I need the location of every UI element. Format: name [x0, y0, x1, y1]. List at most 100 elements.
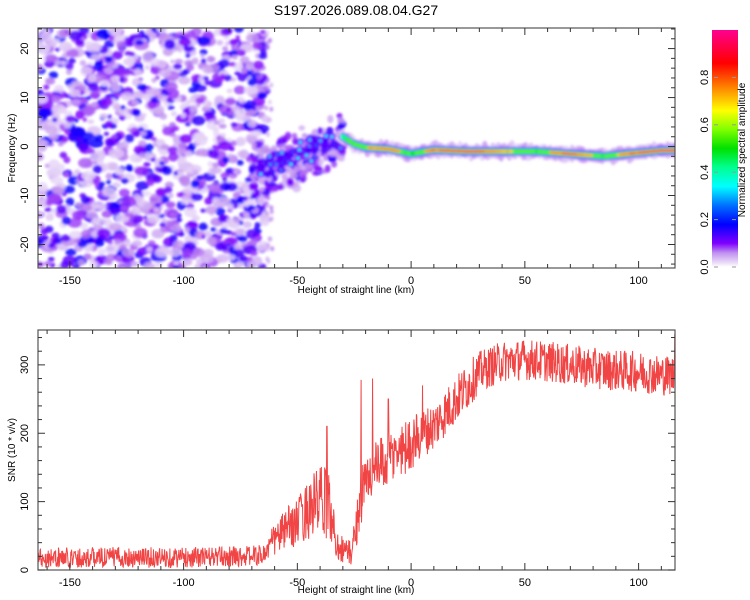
- noise-speckle: [165, 201, 176, 208]
- noise-speckle: [138, 126, 145, 132]
- noise-speckle: [218, 59, 230, 68]
- noise-speckle: [114, 238, 122, 245]
- noise-speckle: [38, 63, 44, 72]
- transition-blob-core: [313, 155, 317, 159]
- noise-speckle: [104, 259, 112, 265]
- tone-core: [588, 153, 593, 157]
- noise-speckle: [132, 240, 143, 247]
- noise-speckle: [254, 221, 262, 228]
- noise-speckle: [103, 131, 110, 136]
- noise-speckle: [99, 97, 113, 107]
- noise-speckle: [265, 85, 270, 91]
- tone-core: [631, 152, 636, 155]
- colorbar-tick-label: 0.2: [699, 212, 711, 227]
- noise-speckle: [44, 260, 52, 267]
- noise-speckle: [191, 115, 206, 126]
- noise-speckle: [73, 118, 79, 123]
- noise-speckle: [44, 125, 58, 135]
- noise-speckle: [51, 186, 64, 195]
- noise-speckle: [222, 177, 228, 182]
- noise-speckle: [239, 56, 250, 64]
- noise-speckle: [85, 210, 98, 219]
- noise-speckle: [173, 171, 179, 176]
- noise-speckle: [147, 215, 160, 224]
- noise-speckle: [234, 70, 241, 76]
- spectrogram-x-tick-label: 0: [408, 275, 414, 287]
- noise-speckle: [236, 228, 245, 236]
- noise-speckle: [223, 35, 230, 41]
- transition-speckle: [248, 185, 258, 191]
- noise-speckle: [46, 168, 62, 178]
- noise-speckle: [130, 261, 139, 267]
- noise-speckle: [181, 248, 193, 258]
- tone-core: [451, 149, 456, 152]
- noise-speckle: [101, 210, 113, 218]
- transition-blob-core: [330, 135, 334, 139]
- noise-speckle: [176, 157, 187, 165]
- noise-speckle: [195, 97, 205, 104]
- noise-speckle: [68, 30, 83, 41]
- tone-core: [561, 152, 567, 155]
- noise-speckle: [102, 219, 108, 225]
- noise-speckle: [89, 91, 101, 99]
- noise-speckle: [133, 227, 148, 238]
- snr-y-tick-label: 300: [19, 356, 31, 374]
- noise-speckle: [138, 152, 146, 158]
- noise-speckle: [219, 132, 227, 138]
- noise-speckle: [213, 120, 221, 126]
- noise-speckle: [212, 162, 219, 168]
- transition-speckle: [267, 181, 275, 188]
- noise-speckle: [116, 263, 124, 268]
- noise-speckle: [188, 87, 198, 94]
- noise-speckle: [223, 28, 233, 34]
- noise-speckle: [114, 167, 125, 176]
- noise-speckle: [180, 199, 189, 205]
- noise-speckle: [250, 131, 257, 137]
- noise-speckle: [253, 60, 264, 70]
- noise-speckle: [243, 85, 259, 95]
- snr-x-tick-label: -50: [289, 577, 305, 589]
- noise-speckle: [79, 201, 94, 212]
- noise-speckle: [68, 175, 79, 185]
- noise-speckle: [219, 228, 228, 235]
- tone-core: [508, 150, 514, 153]
- noise-speckle: [134, 68, 142, 76]
- noise-speckle: [90, 201, 99, 209]
- noise-speckle: [80, 131, 95, 141]
- noise-speckle: [247, 119, 257, 128]
- noise-speckle: [159, 113, 168, 120]
- noise-speckle: [47, 243, 56, 249]
- noise-speckle: [85, 95, 92, 100]
- noise-speckle: [168, 211, 178, 219]
- snr-y-tick-labels: 0 100 200 300: [19, 356, 31, 573]
- noise-speckle: [200, 53, 205, 58]
- noise-speckle: [249, 250, 258, 257]
- noise-speckle: [57, 107, 67, 114]
- noise-speckle: [108, 195, 115, 201]
- noise-speckle: [132, 130, 141, 137]
- noise-speckle: [225, 98, 236, 106]
- noise-speckle: [87, 82, 99, 92]
- noise-speckle: [178, 37, 192, 46]
- noise-speckle: [43, 84, 50, 90]
- transition-blob-core: [268, 163, 272, 166]
- noise-speckle: [178, 76, 191, 85]
- noise-speckle: [173, 260, 180, 266]
- noise-speckle: [141, 190, 152, 197]
- transition-speckle: [291, 132, 298, 139]
- snr-x-axis-title: Height of straight line (km): [298, 585, 415, 596]
- noise-speckle: [226, 217, 236, 226]
- noise-speckle: [265, 132, 270, 138]
- noise-speckle: [40, 227, 48, 236]
- noise-speckle: [200, 208, 207, 213]
- noise-speckle: [150, 157, 156, 162]
- noise-speckle: [77, 84, 87, 91]
- noise-speckle: [267, 99, 272, 105]
- noise-speckle: [52, 237, 64, 244]
- noise-speckle: [139, 112, 147, 118]
- spectrogram-x-axis-title: Height of straight line (km): [298, 285, 415, 296]
- noise-speckle: [211, 144, 220, 153]
- transition-speckle: [293, 165, 301, 173]
- noise-speckle: [265, 256, 270, 262]
- heatmap-blobs: [38, 28, 347, 268]
